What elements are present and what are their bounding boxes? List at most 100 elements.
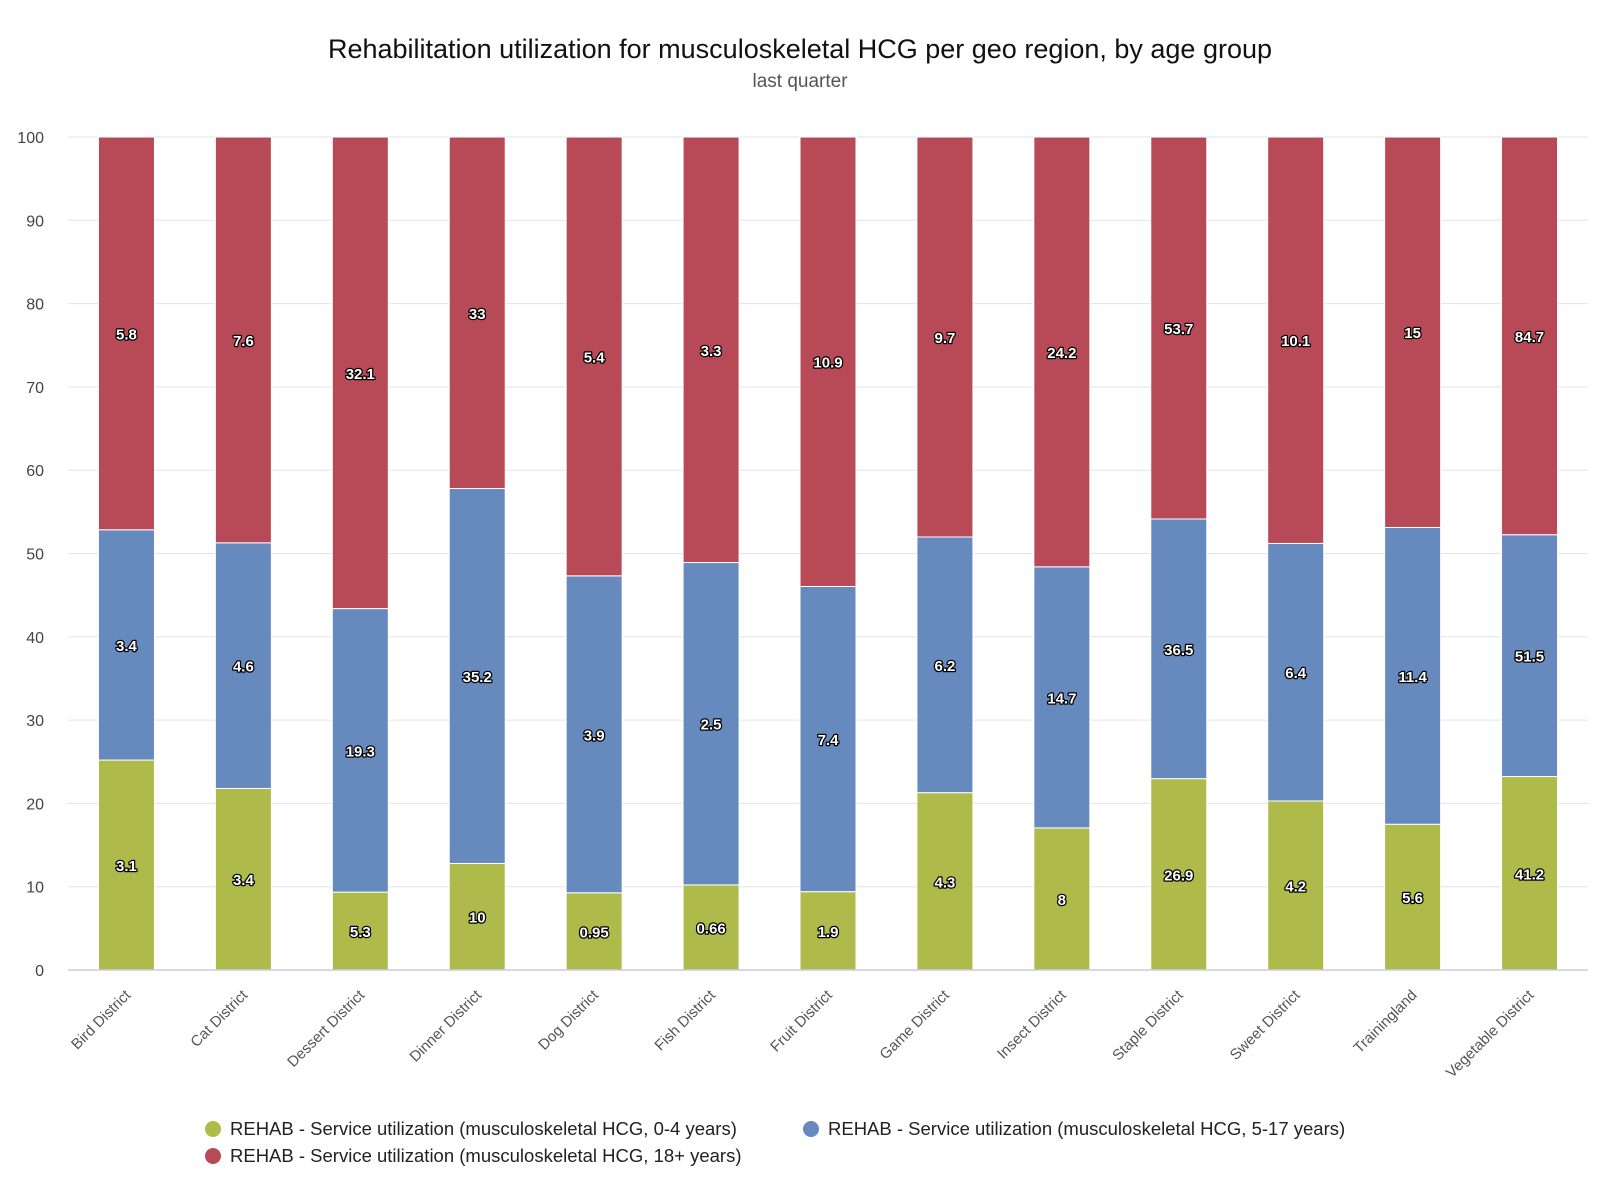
data-label: 33	[469, 306, 486, 323]
y-tick-label: 90	[26, 213, 44, 230]
x-tick-label: Fish District	[651, 986, 719, 1054]
x-tick-label: Cat District	[187, 986, 251, 1050]
bar-segment[interactable]	[799, 891, 857, 971]
bar-segment[interactable]	[448, 862, 506, 971]
data-label: 36.5	[1164, 642, 1193, 659]
data-label: 5.6	[1402, 890, 1423, 907]
legend-marker-icon	[205, 1121, 221, 1137]
x-tick-label: Fruit District	[767, 986, 836, 1055]
legend-label: REHAB - Service utilization (musculoskel…	[230, 1145, 742, 1166]
y-tick-label: 60	[26, 463, 44, 480]
bar-segment[interactable]	[448, 488, 506, 864]
bar-segment[interactable]	[1033, 566, 1091, 829]
data-label: 10.1	[1281, 333, 1310, 350]
data-label: 7.6	[233, 333, 254, 350]
data-label: 14.7	[1047, 690, 1076, 707]
y-tick-label: 0	[35, 963, 44, 980]
bar-segment[interactable]	[214, 787, 272, 971]
data-label: 1.9	[818, 924, 839, 941]
bar-segment[interactable]	[916, 536, 974, 794]
bar-segment[interactable]	[1150, 518, 1208, 780]
bar-segment[interactable]	[1267, 542, 1325, 802]
data-label: 3.3	[701, 343, 722, 360]
legend-marker-icon	[205, 1148, 221, 1164]
bar-segment[interactable]	[1384, 526, 1442, 825]
data-label: 5.4	[584, 349, 606, 366]
x-tick-label: Staple District	[1109, 986, 1187, 1064]
legend-marker-icon	[803, 1121, 819, 1137]
y-tick-label: 40	[26, 630, 44, 647]
data-label: 6.4	[1285, 665, 1307, 682]
data-label: 9.7	[934, 330, 955, 347]
chart-subtitle: last quarter	[752, 71, 848, 92]
bar-segment[interactable]	[1033, 136, 1091, 568]
bar-segment[interactable]	[565, 136, 623, 577]
data-label: 4.3	[934, 874, 955, 891]
data-label: 8	[1058, 892, 1066, 909]
data-label: 5.3	[350, 924, 371, 941]
data-label: 0.66	[696, 920, 725, 937]
x-tick-label: Dog District	[535, 986, 602, 1053]
y-tick-label: 100	[17, 130, 44, 147]
legend-item-5-17[interactable]: REHAB - Service utilization (musculoskel…	[803, 1118, 1345, 1140]
y-tick-label: 50	[26, 547, 44, 564]
data-label: 53.7	[1164, 321, 1193, 338]
data-labels: 3.1 3.4 5.8 3.4 4.6 7.6 5.3 19.3 32.1 10 35.2 33 0.9…	[115, 305, 1546, 943]
bar-segment[interactable]	[448, 136, 506, 490]
bar-segment[interactable]	[214, 542, 272, 789]
legend-label: REHAB - Service utilization (musculoskel…	[230, 1118, 737, 1139]
data-label: 3.1	[116, 858, 137, 875]
data-label: 3.4	[116, 638, 138, 655]
x-tick-label: Dessert District	[284, 986, 369, 1071]
x-tick-label: Bird District	[68, 986, 135, 1053]
data-label: 19.3	[346, 743, 375, 760]
chart-title: Rehabilitation utilization for musculosk…	[327, 34, 1273, 64]
bar-segment[interactable]	[1150, 778, 1208, 971]
y-tick-label: 30	[26, 713, 44, 730]
data-label: 41.2	[1515, 866, 1544, 883]
data-label: 3.4	[233, 872, 255, 889]
data-label: 6.2	[934, 658, 955, 675]
legend-label: REHAB - Service utilization (musculoskel…	[828, 1118, 1346, 1139]
bar-segment[interactable]	[97, 759, 155, 971]
data-label: 5.8	[116, 326, 137, 343]
bars	[97, 136, 1559, 971]
data-label: 24.2	[1047, 345, 1076, 362]
bar-segment[interactable]	[1501, 776, 1559, 971]
bar-segment[interactable]	[97, 136, 155, 531]
data-label: 10	[469, 910, 486, 927]
data-label: 3.9	[584, 727, 605, 744]
data-label: 0.95	[580, 924, 609, 941]
bar-segment[interactable]	[1501, 534, 1559, 778]
bar-segment[interactable]	[565, 892, 623, 971]
x-tick-label: Sweet District	[1227, 986, 1304, 1063]
x-tick-label: Vegetable District	[1443, 986, 1538, 1081]
bar-segment[interactable]	[916, 136, 974, 538]
data-label: 10.9	[813, 355, 842, 372]
bar-segment[interactable]	[1384, 136, 1442, 528]
y-tick-label: 20	[26, 796, 44, 813]
data-label: 4.6	[233, 659, 254, 676]
data-label: 35.2	[463, 669, 492, 686]
data-label: 7.4	[818, 732, 840, 749]
bar-segment[interactable]	[1501, 136, 1559, 536]
x-tick-label: Dinner District	[406, 986, 485, 1065]
bar-segment[interactable]	[214, 136, 272, 544]
bar-segment[interactable]	[565, 575, 623, 894]
bar-segment[interactable]	[331, 136, 389, 610]
legend-item-18-plus[interactable]: REHAB - Service utilization (musculoskel…	[205, 1145, 742, 1167]
y-tick-label: 80	[26, 297, 44, 314]
bar-segment[interactable]	[682, 136, 740, 564]
data-label: 84.7	[1515, 329, 1544, 346]
bar-segment[interactable]	[799, 585, 857, 893]
bar-segment[interactable]	[1150, 136, 1208, 520]
x-tick-label: Game District	[876, 986, 953, 1063]
data-label: 11.4	[1398, 669, 1427, 686]
bar-segment[interactable]	[331, 608, 389, 893]
legend-item-0-4[interactable]: REHAB - Service utilization (musculoskel…	[205, 1118, 737, 1140]
bar-segment[interactable]	[1267, 136, 1325, 544]
bar-segment[interactable]	[682, 562, 740, 886]
bar-segment[interactable]	[799, 136, 857, 587]
